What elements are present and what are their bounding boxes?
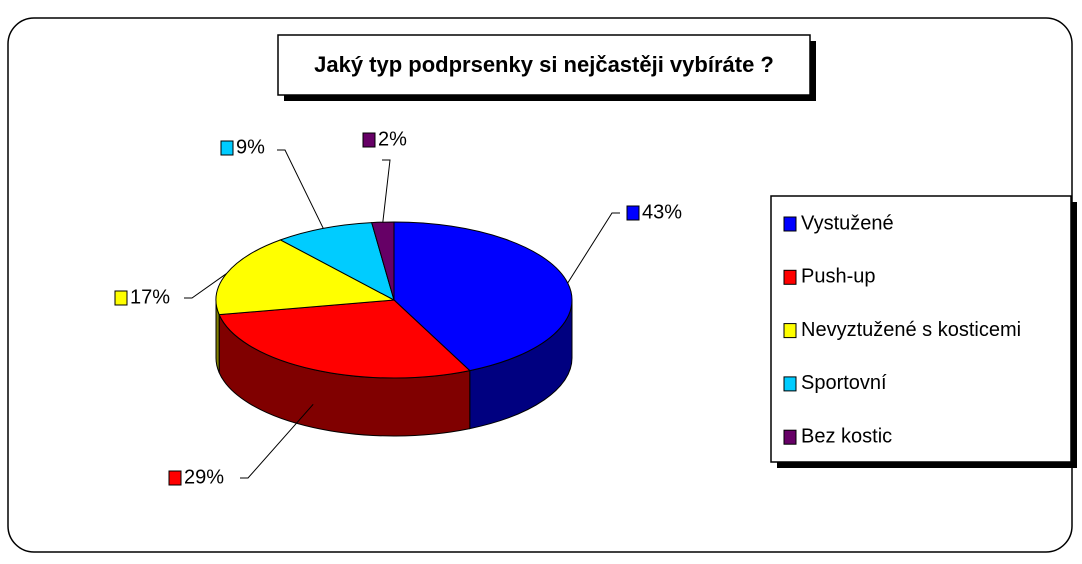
data-label: 2% bbox=[378, 128, 407, 150]
data-label: 9% bbox=[236, 136, 265, 158]
legend-swatch bbox=[783, 376, 797, 392]
pie-slice bbox=[215, 239, 396, 316]
leader-line bbox=[382, 159, 391, 223]
legend-label: Sportovní bbox=[801, 372, 887, 394]
label-swatch bbox=[362, 132, 376, 148]
data-label: 29% bbox=[184, 466, 224, 488]
leader-line bbox=[184, 273, 227, 299]
data-label: 43% bbox=[642, 201, 682, 223]
legend-swatch bbox=[783, 429, 797, 445]
legend-swatch bbox=[783, 323, 797, 339]
pie-slice bbox=[218, 299, 471, 379]
leader-line bbox=[567, 212, 620, 284]
pie-slice bbox=[279, 222, 395, 301]
data-label: 17% bbox=[130, 286, 170, 308]
legend-swatch bbox=[783, 216, 797, 232]
legend-label: Bez kostic bbox=[801, 425, 892, 447]
chart-title: Jaký typ podprsenky si nejčastěji vybírá… bbox=[314, 52, 774, 77]
label-swatch bbox=[114, 290, 128, 306]
legend-label: Vystužené bbox=[801, 212, 894, 234]
label-swatch bbox=[626, 205, 640, 221]
label-swatch bbox=[168, 470, 182, 486]
leader-line bbox=[240, 403, 314, 479]
legend-label: Nevyztužené s kosticemi bbox=[801, 319, 1021, 341]
leader-line bbox=[277, 149, 324, 229]
label-swatch bbox=[220, 140, 234, 156]
legend-label: Push-up bbox=[801, 266, 876, 288]
title-box bbox=[277, 34, 811, 96]
legend-box bbox=[770, 195, 1072, 463]
legend-swatch bbox=[783, 269, 797, 285]
